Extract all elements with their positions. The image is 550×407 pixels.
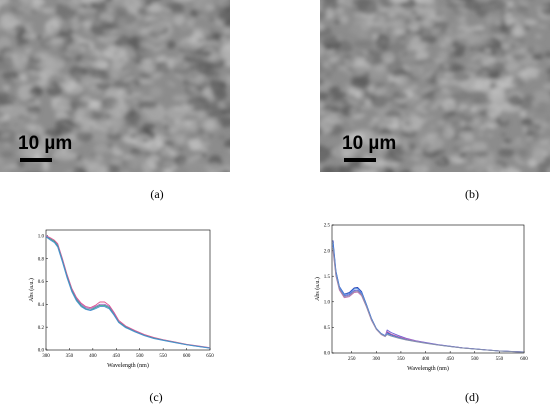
series-line-5 (332, 247, 525, 353)
x-tick-label: 450 (446, 357, 454, 362)
x-tick-label: 350 (397, 357, 405, 362)
y-tick-label: 0.2 (38, 326, 45, 331)
x-tick-label: 600 (183, 354, 191, 359)
y-axis-label: Abs (a.u.) (28, 278, 35, 302)
x-tick-label: 250 (348, 357, 356, 362)
series-line-4 (45, 236, 211, 349)
plot-c: 300 350 400 450 500 550 600 650 0.0 0.2 0.4 0.6 0.8 1… (20, 222, 220, 387)
plot-d: 250 300 350 400 450 500 550 600 0.0 0.5 1.0 1.5 2.0 2… (310, 217, 535, 387)
caption-b: (b) (465, 187, 479, 201)
plot-frame (45, 229, 211, 351)
x-axis-label: Wavelength (nm) (107, 362, 149, 369)
sem-texture-b (320, 0, 550, 172)
sem-image-a (0, 0, 230, 172)
y-tick-label: 0.0 (324, 352, 331, 357)
x-tick-label: 350 (66, 354, 74, 359)
series-line-4 (332, 242, 525, 353)
x-tick-label: 650 (206, 354, 214, 359)
y-tick-label: 0.0 (38, 349, 45, 354)
sem-image-b (320, 0, 550, 172)
caption-c: (c) (149, 390, 163, 404)
scale-bar-label-a: 10 µm (18, 133, 73, 154)
caption-a: (a) (150, 187, 164, 201)
scale-bar-a (20, 158, 52, 162)
y-axis-label: Abs (a.u.) (314, 277, 321, 301)
panel-a: 10 µm (0, 0, 230, 210)
y-tick-label: 1.0 (38, 234, 45, 239)
x-tick-label: 500 (136, 354, 144, 359)
x-tick-label: 300 (373, 357, 381, 362)
x-tick-label: 450 (113, 354, 121, 359)
y-tick-label: 1.0 (324, 301, 331, 306)
y-tick-label: 0.5 (324, 326, 331, 331)
x-tick-label: 400 (89, 354, 97, 359)
x-axis-label: Wavelength (nm) (407, 365, 449, 372)
y-tick-label: 0.6 (38, 280, 45, 285)
series-line-1 (45, 235, 211, 349)
scale-bar-label-b: 10 µm (342, 133, 397, 154)
x-tick-label: 400 (422, 357, 430, 362)
plot-frame (331, 224, 525, 354)
y-tick-label: 1.5 (324, 275, 331, 280)
x-tick-label: 500 (471, 357, 479, 362)
series-line-2 (45, 235, 211, 349)
sem-texture-a (0, 0, 230, 172)
scale-bar-b (344, 158, 376, 162)
y-tick-label: 0.8 (38, 257, 45, 262)
series-line-2 (332, 245, 525, 353)
x-tick-label: 550 (496, 357, 504, 362)
chart-d: 250 300 350 400 450 500 550 600 0.0 0.5 1.0 1.5 2.0 2… (314, 224, 528, 372)
x-tick-label: 300 (42, 354, 50, 359)
y-tick-label: 2.0 (324, 249, 331, 254)
series-line-3 (45, 236, 211, 349)
caption-d: (d) (465, 390, 479, 404)
panel-b: 10 µm (320, 0, 550, 210)
x-tick-label: 550 (159, 354, 167, 359)
y-tick-label: 2.5 (324, 224, 331, 229)
x-tick-label: 600 (520, 357, 528, 362)
series-line-3 (332, 250, 525, 353)
y-tick-label: 0.4 (38, 303, 45, 308)
chart-c: 300 350 400 450 500 550 600 650 0.0 0.2 0.4 0.6 0.8 1… (28, 229, 214, 369)
